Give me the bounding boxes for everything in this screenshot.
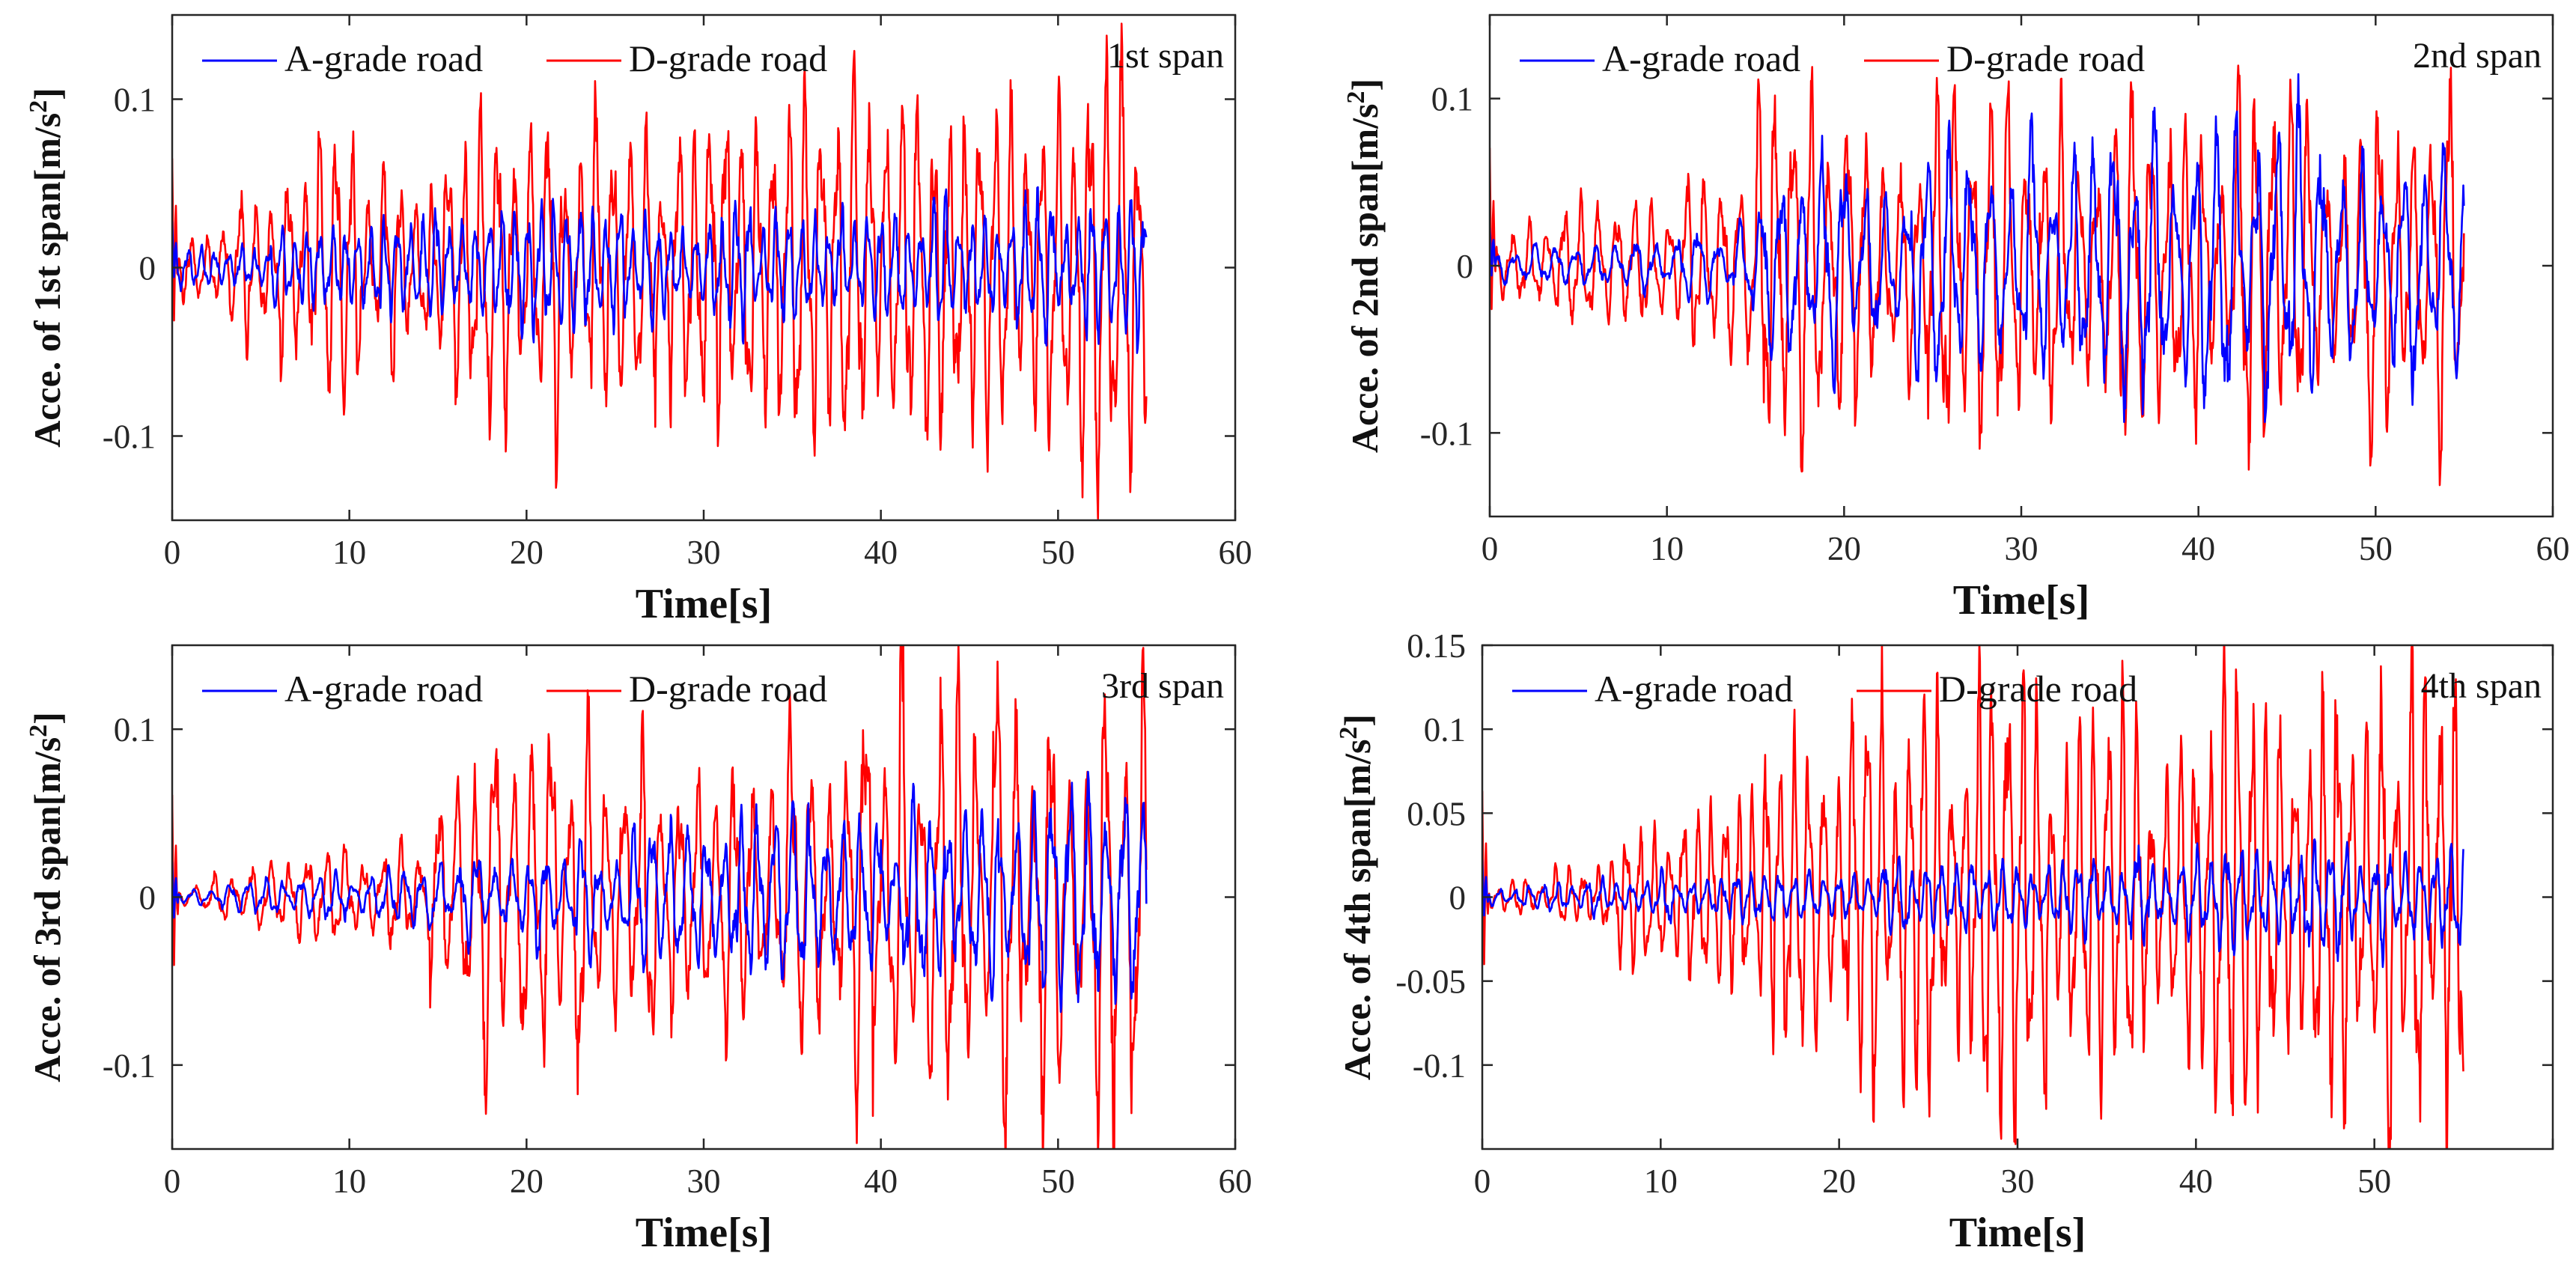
legend-label-a-grade: A-grade road (284, 37, 483, 79)
y-axis-label: Acce. of 3rd span[m/s2] (25, 712, 68, 1082)
y-tick-label: -0.1 (103, 418, 156, 456)
x-tick-label: 50 (2359, 530, 2393, 567)
legend-label-d-grade: D-grade road (1946, 37, 2145, 79)
y-axis-label-base: Acce. of 2nd span[m/s (1344, 103, 1386, 453)
x-tick-label: 30 (687, 1162, 721, 1200)
x-axis-label: Time[s] (636, 581, 773, 627)
x-tick-label: 0 (1482, 530, 1499, 567)
legend: A-grade road D-grade road (202, 37, 827, 79)
x-tick-label: 20 (510, 1162, 543, 1200)
y-axis-label-base: Acce. of 3rd span[m/s (26, 737, 68, 1082)
series-line-a-grade (172, 770, 1148, 1014)
legend-label-a-grade: A-grade road (1602, 37, 1800, 79)
y-tick-label: -0.1 (1420, 415, 1473, 452)
y-tick-label: 0 (139, 880, 156, 917)
x-tick-label: 40 (864, 534, 898, 571)
span-label: 4th span (2421, 666, 2542, 706)
y-axis-label: Acce. of 4th span[m/s2] (1335, 714, 1378, 1080)
legend-label-a-grade: A-grade road (1595, 668, 1793, 710)
x-tick-label: 10 (332, 1162, 366, 1200)
legend: A-grade road D-grade road (202, 668, 827, 710)
y-tick-label: 0.15 (1407, 627, 1466, 665)
legend: A-grade road D-grade road (1512, 668, 2137, 710)
x-tick-label: 40 (2179, 1162, 2213, 1200)
legend: A-grade road D-grade road (1520, 37, 2145, 79)
y-tick-label: 0.1 (114, 711, 156, 749)
y-axis-label-end: ] (1336, 714, 1378, 727)
x-tick-label: 0 (164, 534, 181, 571)
x-tick-label: 10 (1650, 530, 1684, 567)
y-tick-label: -0.1 (1413, 1047, 1466, 1085)
legend-label-a-grade: A-grade road (284, 668, 483, 710)
series-line-a-grade (1490, 73, 2465, 424)
x-tick-label: 50 (1041, 534, 1075, 571)
x-tick-label: 50 (1041, 1162, 1075, 1200)
y-axis-label-superscript: 2 (1342, 91, 1370, 103)
x-axis-label: Time[s] (636, 1210, 773, 1256)
x-tick-label: 20 (1827, 530, 1861, 567)
y-axis-label-end: ] (26, 712, 68, 725)
y-tick-label: 0.05 (1407, 795, 1466, 832)
y-axis-label-end: ] (26, 88, 68, 100)
x-tick-label: 10 (332, 534, 366, 571)
x-tick-label: 20 (510, 534, 543, 571)
chart-panel-1: 0 10 20 30 40 50 60 -0.1 0 0.1 Time[s] Acce. of 1st… (25, 13, 1252, 627)
plot-area (1482, 645, 2464, 1149)
series-line-d-grade (172, 645, 1148, 1149)
legend-label-d-grade: D-grade road (629, 37, 827, 79)
y-tick-label: 0.1 (114, 82, 156, 119)
series-line-d-grade (1490, 64, 2465, 487)
y-axis-label-superscript: 2 (25, 725, 52, 737)
y-tick-label: 0 (139, 250, 156, 287)
y-axis-label-base: Acce. of 4th span[m/s (1336, 740, 1378, 1081)
x-tick-label: 20 (1822, 1162, 1856, 1200)
y-tick-label: 0 (1449, 880, 1467, 917)
y-axis-label-end: ] (1344, 79, 1386, 91)
y-tick-label: -0.1 (103, 1047, 156, 1085)
y-axis-label-base: Acce. of 1st span[m/s (26, 113, 68, 448)
y-tick-label: 0 (1457, 248, 1474, 285)
plot-area (1490, 64, 2465, 487)
y-axis-label-superscript: 2 (25, 100, 52, 113)
span-label: 1st span (1107, 36, 1224, 76)
x-axis-label: Time[s] (1949, 1210, 2086, 1256)
x-tick-label: 10 (1644, 1162, 1678, 1200)
y-axis-label: Acce. of 1st span[m/s2] (25, 88, 68, 448)
series-line-d-grade (172, 22, 1148, 520)
y-tick-label: 0.1 (1431, 81, 1473, 118)
x-tick-label: 60 (2536, 530, 2570, 567)
plot-area (172, 645, 1148, 1149)
series-line-a-grade (172, 186, 1148, 354)
legend-label-d-grade: D-grade road (1939, 668, 2137, 710)
x-tick-label: 40 (2181, 530, 2215, 567)
span-label: 2nd span (2413, 36, 2542, 76)
span-label: 3rd span (1101, 666, 1224, 706)
x-tick-label: 60 (1219, 1162, 1252, 1200)
x-tick-label: 40 (864, 1162, 898, 1200)
x-tick-label: 30 (2001, 1162, 2035, 1200)
x-tick-label: 0 (1474, 1162, 1491, 1200)
series-line-a-grade (1482, 838, 2464, 969)
chart-panel-4: 0 10 20 30 40 50 -0.1 -0.05 0 0.05 0.1 0.15 Time[s] A… (1335, 627, 2554, 1256)
x-axis-label: Time[s] (1953, 577, 2090, 624)
x-tick-label: 30 (2005, 530, 2038, 567)
x-tick-label: 0 (164, 1162, 181, 1200)
y-tick-label: 0.1 (1424, 711, 1466, 749)
y-axis-label-superscript: 2 (1335, 727, 1362, 740)
series-line-d-grade (1482, 645, 2464, 1149)
chart-panel-3: 0 10 20 30 40 50 60 -0.1 0 0.1 Time[s] Acce. of 3rd… (25, 644, 1252, 1256)
legend-label-d-grade: D-grade road (629, 668, 827, 710)
x-tick-label: 60 (1219, 534, 1252, 571)
x-tick-label: 50 (2357, 1162, 2391, 1200)
x-tick-label: 30 (687, 534, 721, 571)
plot-area (172, 22, 1148, 520)
y-tick-label: -0.05 (1395, 963, 1466, 1001)
chart-panel-2: 0 10 20 30 40 50 60 -0.1 0 0.1 Time[s] Acce. of 2nd… (1342, 13, 2570, 624)
y-axis-label: Acce. of 2nd span[m/s2] (1342, 79, 1386, 453)
